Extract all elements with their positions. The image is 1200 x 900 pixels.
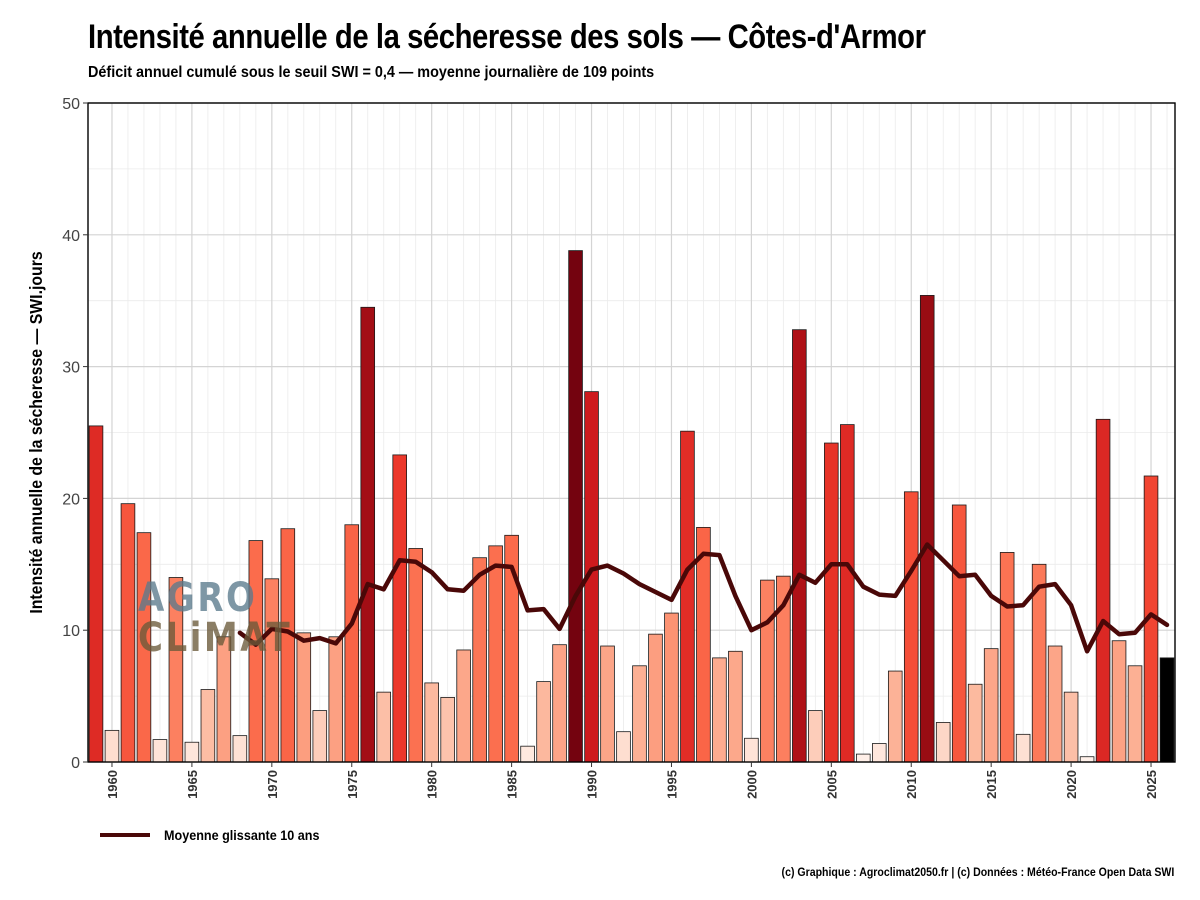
y-tick-label: 30 xyxy=(62,360,80,377)
x-tick-label: 1970 xyxy=(265,770,280,799)
bar-1975 xyxy=(344,524,360,763)
plot-panel-border xyxy=(87,102,1176,763)
bar-1977 xyxy=(376,691,392,763)
bar-2000 xyxy=(744,737,759,763)
bar-2017 xyxy=(1015,733,1031,763)
bar-2021 xyxy=(1079,756,1095,763)
bar-2008 xyxy=(871,743,887,763)
legend-line-swatch xyxy=(100,833,150,837)
bar-1995 xyxy=(664,612,679,763)
bar-2016 xyxy=(999,552,1015,763)
x-tick-label: 1990 xyxy=(585,770,600,799)
bar-1994 xyxy=(648,633,663,763)
bar-1976 xyxy=(360,306,376,763)
source-caption: (c) Graphique : Agroclimat2050.fr | (c) … xyxy=(781,865,1174,879)
x-tick-label: 2025 xyxy=(1144,770,1159,799)
x-tick-label: 1985 xyxy=(505,770,520,799)
x-tick-label: 1980 xyxy=(425,770,440,799)
bar-1988 xyxy=(552,644,567,763)
y-tick-label: 10 xyxy=(62,623,80,640)
x-tick-label: 2015 xyxy=(984,770,999,799)
bar-1974 xyxy=(328,636,344,763)
bar-1979 xyxy=(408,548,423,763)
x-tick-label: 2010 xyxy=(904,770,919,799)
bar-2013 xyxy=(951,504,967,763)
legend-label: Moyenne glissante 10 ans xyxy=(164,827,320,843)
bar-1998 xyxy=(712,657,727,763)
bar-2011 xyxy=(919,295,935,763)
bar-1960 xyxy=(104,729,120,763)
bar-1959 xyxy=(88,425,104,763)
bar-2004 xyxy=(808,710,823,763)
bar-1978 xyxy=(392,454,407,763)
bar-1973 xyxy=(312,710,328,763)
x-tick-label: 2005 xyxy=(824,770,839,799)
bar-2020 xyxy=(1063,691,1079,763)
x-tick-label: 1995 xyxy=(664,770,679,799)
bar-2022 xyxy=(1095,418,1111,763)
bar-1981 xyxy=(440,697,455,763)
chart-title: Intensité annuelle de la sécheresse des … xyxy=(88,18,926,56)
bar-1991 xyxy=(600,645,615,763)
bar-2026 xyxy=(1159,657,1175,763)
bar-1963 xyxy=(152,739,168,763)
bar-1986 xyxy=(520,745,535,763)
logo-text-top: AGRO xyxy=(138,575,258,621)
bar-2019 xyxy=(1047,645,1063,763)
bar-1966 xyxy=(200,689,216,763)
bar-2007 xyxy=(856,753,871,763)
bar-1992 xyxy=(616,731,631,763)
bar-2009 xyxy=(887,670,903,763)
y-tick-label: 20 xyxy=(62,491,80,508)
chart-legend: Moyenne glissante 10 ans xyxy=(100,824,337,846)
x-tick-label: 2000 xyxy=(744,770,759,799)
agroclimat-logo: AGRO CLiMAT xyxy=(138,578,320,658)
bar-1987 xyxy=(536,681,551,763)
bar-1968 xyxy=(232,735,248,763)
x-tick-label: 1975 xyxy=(345,770,360,799)
bar-1961 xyxy=(120,503,136,763)
bar-2012 xyxy=(935,722,951,763)
y-tick-label: 40 xyxy=(62,228,80,245)
rolling-mean-line xyxy=(237,542,1170,654)
bar-1997 xyxy=(696,526,711,763)
bar-2023 xyxy=(1111,640,1127,763)
bar-2006 xyxy=(840,424,855,763)
bar-2014 xyxy=(967,683,983,763)
y-tick-label: 50 xyxy=(62,96,80,113)
logo-text-bottom: CLiMAT xyxy=(138,615,293,661)
bar-1965 xyxy=(184,741,200,763)
bar-2015 xyxy=(983,648,999,763)
y-axis-title: Intensité annuelle de la sécheresse — SW… xyxy=(26,251,46,613)
x-tick-label: 1965 xyxy=(185,770,200,799)
bar-1982 xyxy=(456,649,471,763)
bar-1993 xyxy=(632,665,647,763)
bar-2010 xyxy=(903,491,919,763)
x-tick-label: 1960 xyxy=(105,770,120,799)
bar-2005 xyxy=(824,442,839,763)
bar-2003 xyxy=(792,329,807,763)
bar-1980 xyxy=(424,682,439,763)
bar-1989 xyxy=(568,250,583,763)
bar-1999 xyxy=(728,650,743,763)
x-tick-label: 2020 xyxy=(1064,770,1079,799)
y-tick-label: 0 xyxy=(71,755,80,772)
bar-1983 xyxy=(472,557,487,763)
bar-1984 xyxy=(488,545,503,763)
bar-2024 xyxy=(1127,665,1143,763)
bar-1996 xyxy=(680,430,695,763)
bar-2001 xyxy=(760,579,775,763)
chart-subtitle: Déficit annuel cumulé sous le seuil SWI … xyxy=(88,64,655,81)
